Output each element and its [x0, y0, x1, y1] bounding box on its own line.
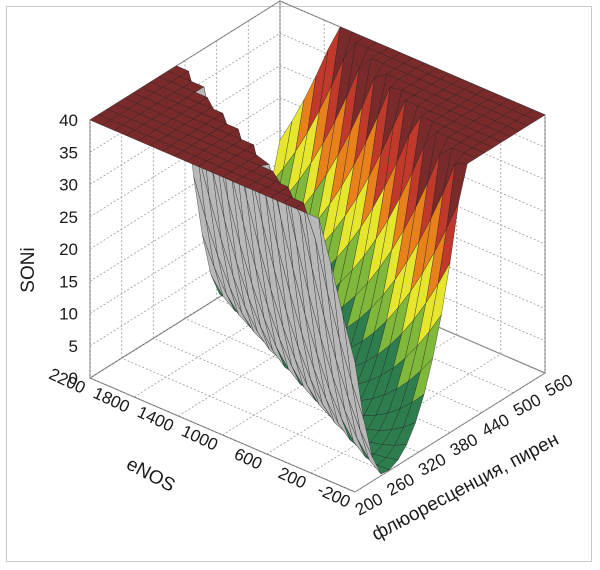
x-tick-label: 260 — [384, 470, 418, 500]
z-tick-label: 5 — [69, 337, 78, 356]
y-tick-label: 1400 — [134, 402, 176, 435]
z-tick-label: 30 — [59, 176, 78, 195]
z-tick-label: 35 — [59, 143, 78, 162]
x-tick-label: 440 — [479, 410, 513, 440]
surface-cell — [342, 315, 364, 420]
z-tick-label: 25 — [59, 208, 78, 227]
y-tick-label: 1000 — [179, 421, 221, 454]
z-tick-label: 40 — [59, 111, 78, 130]
grid-y-floor — [133, 277, 325, 398]
y-tick-label: 2200 — [46, 364, 88, 397]
y-axis-title: eNOS — [123, 454, 179, 497]
grid-y-floor — [89, 258, 281, 379]
x-tick-label: 560 — [542, 370, 576, 400]
x-tick-label: 320 — [415, 450, 449, 480]
z-tick-label: 15 — [59, 272, 78, 291]
surface-mesh — [89, 26, 546, 475]
z-tick-label: 20 — [59, 240, 78, 259]
z-axis-title: SONi — [18, 247, 39, 292]
y-tick-label: -200 — [314, 480, 353, 512]
y-tick-label: 600 — [231, 444, 265, 473]
x-tick-label: 380 — [447, 430, 481, 460]
z-tick-label: 0 — [69, 369, 78, 388]
y-tick-label: 200 — [275, 463, 309, 492]
z-tick-label: 10 — [59, 305, 78, 324]
grid-y-floor — [354, 372, 546, 493]
x-tick-label: 200 — [352, 489, 386, 519]
grid-y-floor — [178, 296, 369, 417]
chart-border — [6, 6, 592, 562]
y-tick-label: 1800 — [90, 383, 132, 416]
x-tick-label: 500 — [510, 390, 544, 420]
